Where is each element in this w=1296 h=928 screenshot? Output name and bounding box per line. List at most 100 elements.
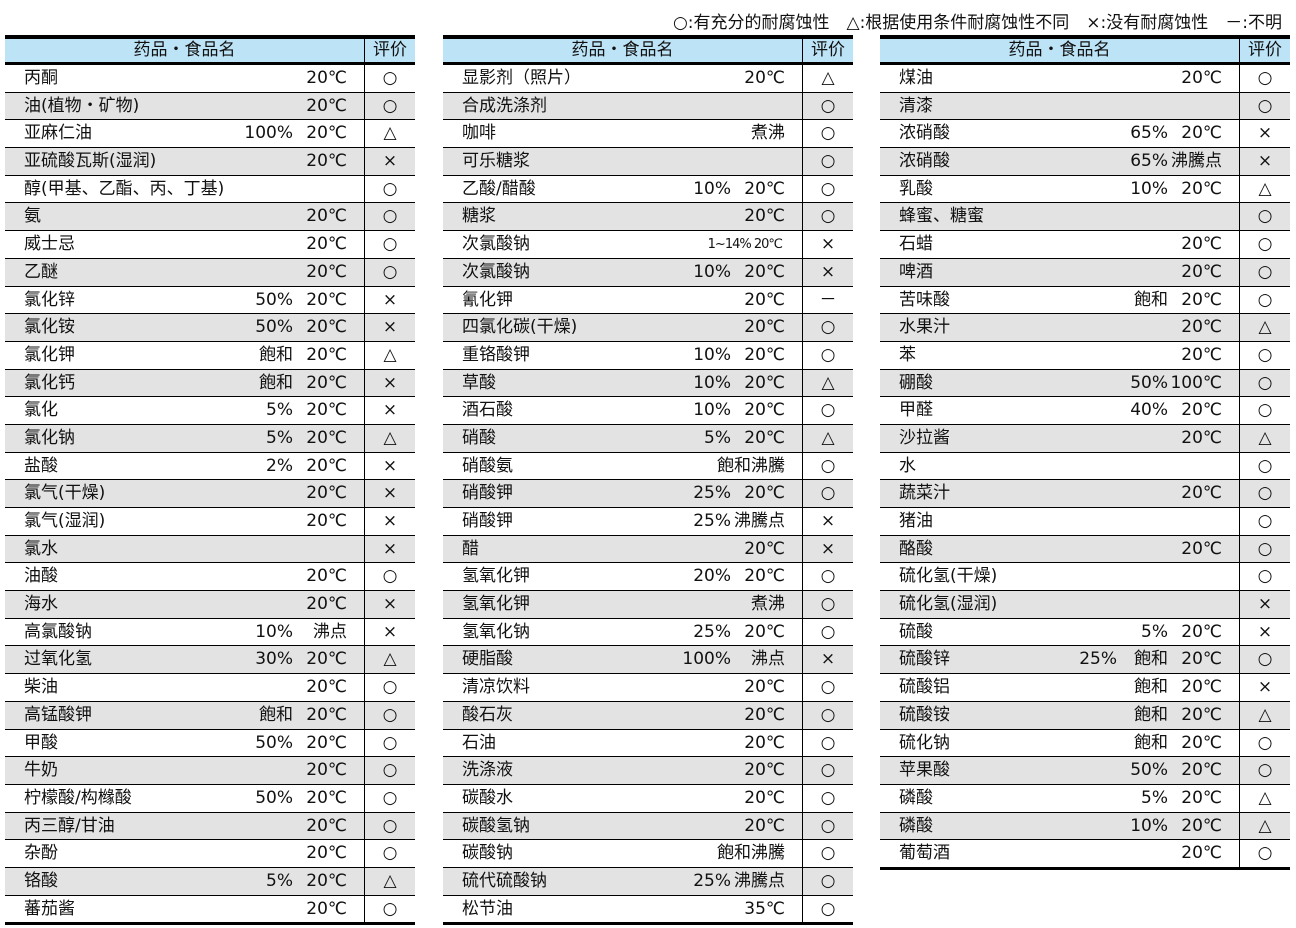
table-row: 氯化铵 50% 20℃ ×: [5, 314, 415, 342]
table-header: 药品・食品名 评价: [880, 39, 1290, 65]
evaluation: ○: [820, 455, 836, 476]
substance-name: 重铬酸钾: [462, 344, 530, 365]
temperature: 20℃: [306, 870, 347, 891]
table-row: 氯化 5% 20℃ ×: [5, 397, 415, 425]
name-cell: 磷酸 5% 20℃: [880, 784, 1240, 812]
temperature: 20℃: [1181, 317, 1222, 338]
name-cell: 蔬菜汁 20℃: [880, 480, 1240, 507]
temperature: 20℃: [306, 151, 347, 172]
substance-name: 氢氧化钾: [462, 594, 530, 615]
table-row: 水 ○: [880, 452, 1290, 481]
table-row: 煤油 20℃ ○: [880, 65, 1290, 93]
evaluation: ○: [820, 123, 836, 144]
temperature: 20℃: [306, 372, 347, 393]
table-row: 沙拉酱 20℃ △: [880, 424, 1290, 453]
evaluation: ○: [382, 261, 398, 282]
substance-name: 碳酸钠: [462, 843, 513, 864]
temperature: 20℃: [744, 704, 785, 725]
table-row: 过氧化氢 30% 20℃ △: [5, 646, 415, 675]
name-cell: 啤酒 20℃: [880, 258, 1240, 286]
temperature: 20℃: [744, 68, 785, 88]
evaluation: ○: [820, 206, 836, 227]
evaluation: ○: [1257, 760, 1273, 781]
name-cell: 清凉饮料 20℃: [443, 674, 803, 701]
name-cell: 氯化钾 飽和 20℃: [5, 341, 365, 369]
evaluation: △: [1258, 427, 1272, 448]
name-cell: 海水 20℃: [5, 591, 365, 618]
name-cell: 硫代硫酸钠 25% 沸騰点: [443, 867, 803, 895]
evaluation: ○: [820, 317, 836, 338]
temperature: 1~14% 20℃: [707, 237, 783, 253]
name-cell: 咖啡 煮沸: [443, 120, 803, 148]
temperature: 20℃: [1181, 123, 1222, 144]
temperature: 20℃: [744, 427, 785, 448]
evaluation: ○: [820, 677, 836, 698]
evaluation: ○: [1257, 483, 1273, 504]
table-row: 氯化钠 5% 20℃ △: [5, 424, 415, 453]
table-row: 酪酸 20℃ ○: [880, 535, 1290, 564]
evaluation: ○: [1257, 649, 1273, 670]
temperature: 沸点: [751, 649, 785, 670]
table-row: 苦味酸 飽和 20℃ ○: [880, 286, 1290, 315]
evaluation: ○: [1257, 400, 1273, 421]
substance-name: 氯气(湿润): [24, 511, 106, 531]
table-row: 醋 20℃ ×: [443, 535, 853, 564]
table-row: 甲酸 50% 20℃ ○: [5, 729, 415, 758]
table-row: 清漆 ○: [880, 92, 1290, 121]
table-row: 氢氧化钾 煮沸 ○: [443, 591, 853, 619]
table-row: 油酸 20℃ ○: [5, 563, 415, 592]
substance-name: 硫化氢(干燥): [899, 566, 998, 587]
name-cell: 氯水: [5, 535, 365, 563]
table-row: 乙酸/醋酸 10% 20℃ ○: [443, 175, 853, 204]
evaluation: ○: [382, 178, 398, 199]
table-row: 硫代硫酸钠 25% 沸騰点 ○: [443, 867, 853, 896]
concentration: 飽和: [1134, 289, 1168, 310]
name-cell: 柴油 20℃: [5, 674, 365, 701]
substance-name: 硬脂酸: [462, 649, 513, 670]
temperature: 20℃: [306, 317, 347, 338]
temperature: 20℃: [306, 289, 347, 310]
temperature: 20℃: [306, 677, 347, 698]
concentration: 40%: [1130, 400, 1168, 421]
table-row: 硫酸铵 飽和 20℃ △: [880, 701, 1290, 730]
evaluation: ○: [820, 483, 836, 504]
evaluation: ×: [382, 317, 398, 338]
evaluation: ×: [1257, 594, 1273, 615]
substance-name: 高氯酸钠: [24, 621, 92, 642]
table-row: 氯气(湿润) 20℃ ×: [5, 508, 415, 536]
table-row: 苯 20℃ ○: [880, 341, 1290, 370]
table-row: 水果汁 20℃ △: [880, 314, 1290, 342]
substance-name: 硫化氢(湿润): [899, 594, 998, 615]
substance-name: 乙醚: [24, 261, 58, 282]
substance-name: 次氯酸钠: [462, 261, 530, 282]
table-row: 磷酸 10% 20℃ △: [880, 812, 1290, 841]
evaluation: ○: [382, 566, 398, 587]
resistance-table: 药品・食品名 评价 煤油 20℃ ○ 清漆 ○ 浓硝酸 65% 20℃ × 浓硝酸 65% 沸騰点 × 乳酸 1…: [880, 35, 1290, 870]
substance-name: 牛奶: [24, 760, 58, 781]
table-row: 次氯酸钠 10% 20℃ ×: [443, 258, 853, 287]
name-cell: 硼酸 50% 100℃: [880, 369, 1240, 397]
evaluation: ○: [382, 843, 398, 864]
name-cell: 氯气(干燥) 20℃: [5, 480, 365, 507]
table-row: 亚硫酸瓦斯(湿润) 20℃ ×: [5, 148, 415, 176]
substance-name: 油酸: [24, 566, 58, 587]
table-row: 威士忌 20℃ ○: [5, 231, 415, 259]
evaluation: ○: [1257, 68, 1273, 88]
concentration: 25%: [693, 483, 731, 504]
substance-name: 苦味酸: [899, 289, 950, 310]
name-cell: 氯化钠 5% 20℃: [5, 424, 365, 452]
table-row: 蜂蜜、糖蜜 ○: [880, 203, 1290, 232]
name-cell: 重铬酸钾 10% 20℃: [443, 341, 803, 369]
table-row: 油(植物・矿物) 20℃ ○: [5, 92, 415, 121]
evaluation: ×: [382, 594, 398, 615]
evaluation: ○: [1257, 511, 1273, 531]
table-row: 硫酸锌 25% 飽和 20℃ ○: [880, 646, 1290, 675]
temperature: 煮沸: [751, 123, 785, 144]
substance-name: 乙酸/醋酸: [462, 178, 536, 199]
name-cell: 硝酸钾 25% 20℃: [443, 480, 803, 507]
temperature: 20℃: [306, 704, 347, 725]
evaluation: ○: [1257, 455, 1273, 476]
substance-name: 水果汁: [899, 317, 950, 338]
concentration: 65%: [1130, 123, 1168, 144]
name-cell: 硫化氢(湿润): [880, 591, 1240, 618]
